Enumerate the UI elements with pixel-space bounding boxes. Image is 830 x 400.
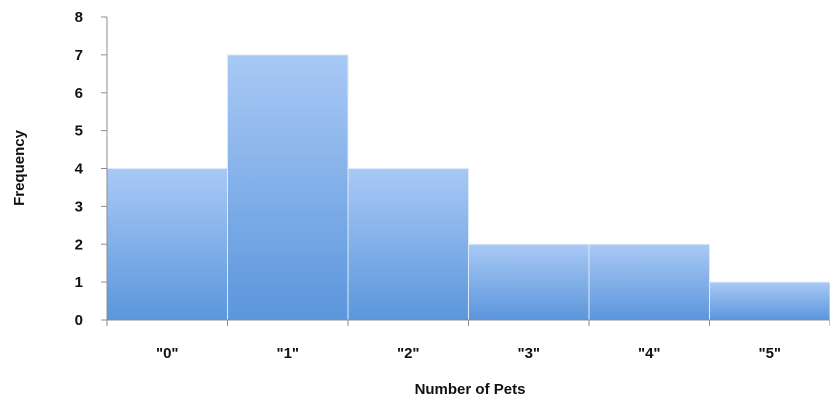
bars-layer <box>106 54 830 321</box>
y-tick-label-7: 7 <box>75 47 83 64</box>
y-tick-label-4: 4 <box>75 161 84 178</box>
x-category-label-4: "4" <box>638 345 661 362</box>
x-axis-title: Number of Pets <box>415 381 526 398</box>
y-tick-label-8: 8 <box>75 9 83 26</box>
bar-3 <box>468 243 590 321</box>
x-category-label-1: "1" <box>276 345 299 362</box>
x-category-label-0: "0" <box>156 345 179 362</box>
x-category-label-2: "2" <box>397 345 420 362</box>
y-tick-label-0: 0 <box>75 312 83 329</box>
y-tick-label-2: 2 <box>75 236 83 253</box>
bar-4 <box>588 243 710 321</box>
y-tick-label-1: 1 <box>75 274 83 291</box>
y-tick-label-6: 6 <box>75 85 83 102</box>
bar-2 <box>347 168 469 321</box>
bar-0 <box>106 168 228 321</box>
bar-1 <box>227 54 349 321</box>
y-tick-label-3: 3 <box>75 198 83 215</box>
labels-layer: 0 1 2 3 4 5 6 7 8 "0" "1" "2" "3" "4" "5" <box>75 9 781 362</box>
bar-5 <box>709 281 830 321</box>
axis-layer <box>101 16 830 326</box>
x-category-label-5: "5" <box>758 345 781 362</box>
y-axis-title: Frequency <box>11 129 28 206</box>
y-tick-label-5: 5 <box>75 123 83 140</box>
x-category-label-3: "3" <box>517 345 540 362</box>
